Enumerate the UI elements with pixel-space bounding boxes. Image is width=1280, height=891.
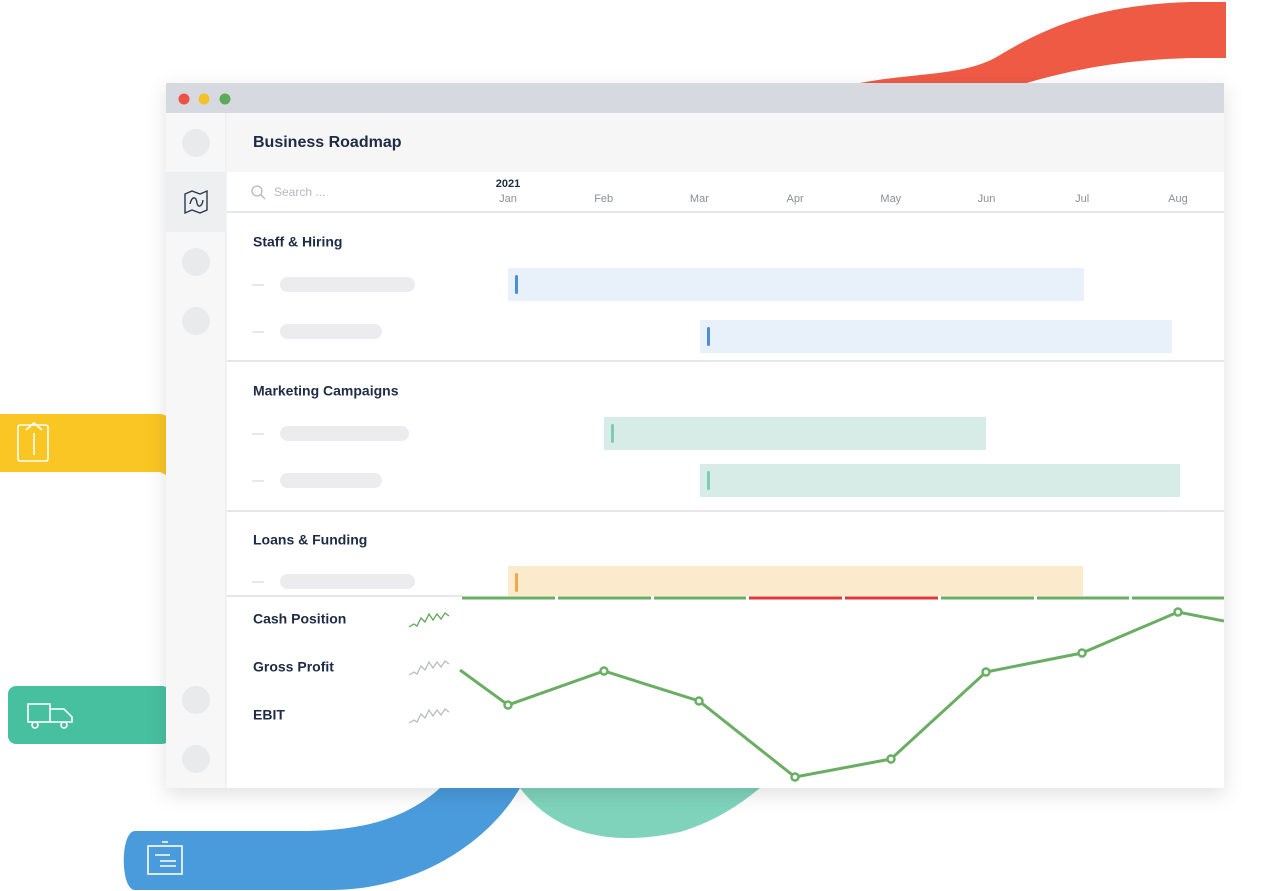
- sidebar-icons[interactable]: [182, 129, 210, 773]
- page-title: Business Roadmap: [253, 134, 402, 151]
- section-title: Loans & Funding: [253, 532, 367, 548]
- ribbon-blue: [123, 788, 520, 890]
- month-label: Jan: [499, 193, 517, 205]
- month-label: Jul: [1075, 193, 1089, 205]
- sidebar-active: [166, 172, 226, 232]
- sparklines: [408, 612, 450, 724]
- month-label: Aug: [1168, 193, 1188, 205]
- title-bar: [166, 83, 1224, 113]
- year: 2021: [496, 178, 520, 190]
- search-icon-handle: [260, 194, 266, 200]
- month-label: May: [880, 193, 901, 205]
- ribbon-red: [830, 2, 1226, 90]
- month-label: Feb: [594, 193, 613, 205]
- ribbon-yellow-body: [0, 414, 170, 472]
- gantt-bars[interactable]: [508, 268, 1180, 598]
- month-label: Apr: [787, 193, 804, 205]
- search-icon: [251, 185, 263, 197]
- ribbon-teal-blob: [520, 788, 760, 839]
- roadmap-icon[interactable]: [184, 189, 208, 215]
- row-placeholders: [252, 277, 415, 589]
- month-label: Mar: [690, 193, 709, 205]
- close-dot[interactable]: [178, 93, 190, 105]
- metric-name[interactable]: Cash Position: [253, 611, 346, 627]
- header: [227, 113, 1224, 172]
- metrics-panel: [227, 596, 1224, 788]
- trend-line: [459, 610, 1224, 779]
- metric-name[interactable]: Gross Profit: [253, 659, 334, 675]
- metric-name[interactable]: EBIT: [253, 707, 285, 723]
- section-title: Marketing Campaigns: [253, 383, 399, 399]
- maximize-dot[interactable]: [219, 93, 231, 105]
- month-label: Jun: [978, 193, 996, 205]
- search-input[interactable]: Search ...: [274, 185, 325, 199]
- section-title: Staff & Hiring: [253, 234, 342, 250]
- trend-points[interactable]: [503, 607, 1183, 782]
- ribbon-teal: [8, 686, 170, 744]
- ribbon-icons: [17, 421, 183, 875]
- minimize-dot[interactable]: [198, 93, 210, 105]
